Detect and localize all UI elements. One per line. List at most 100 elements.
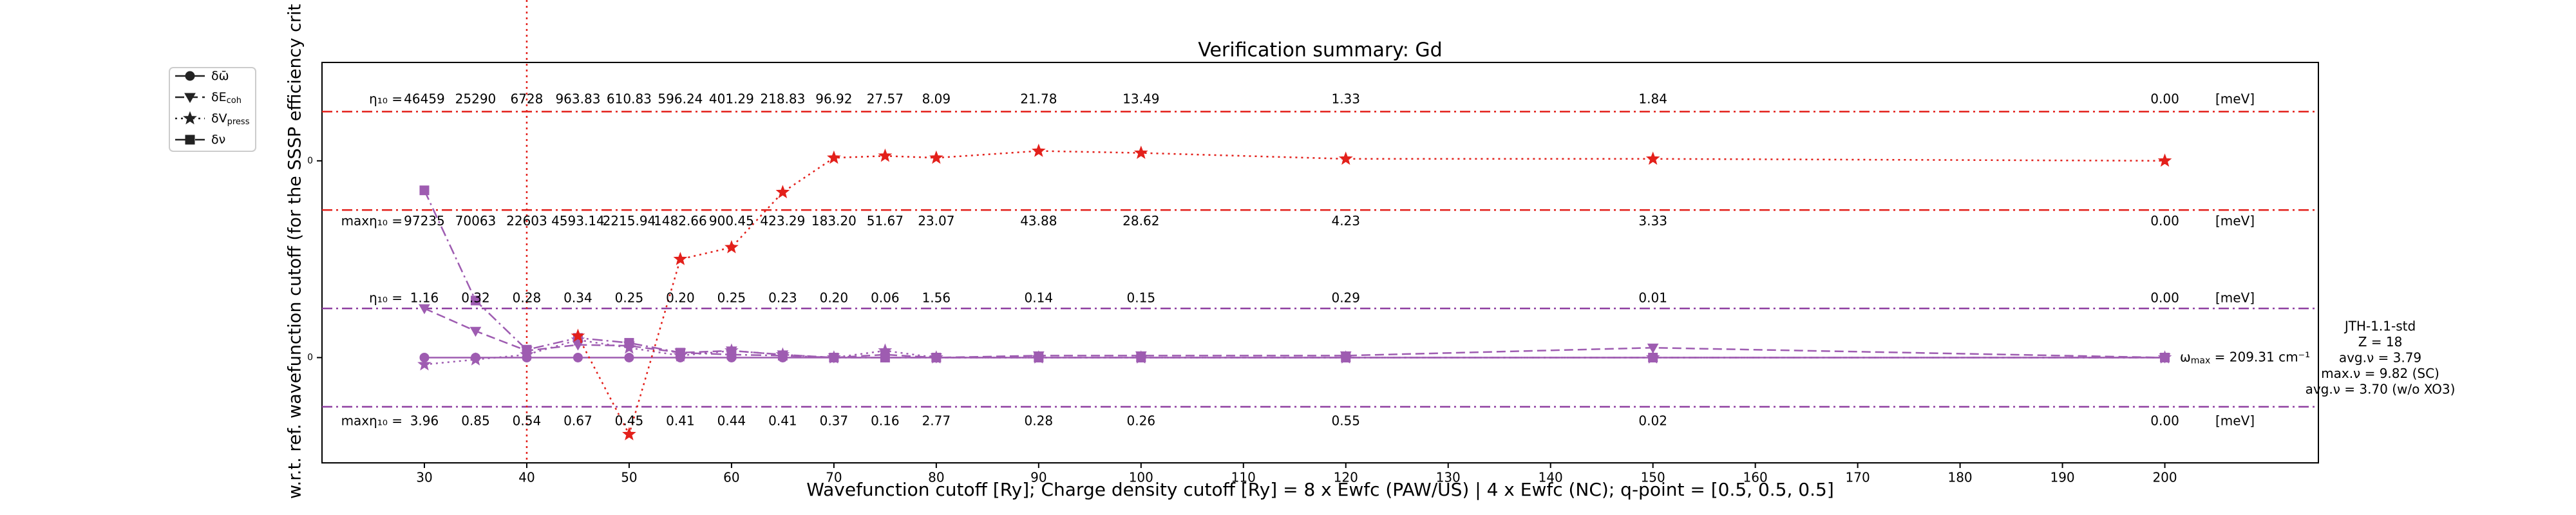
row-value: 51.67 [867,213,904,229]
marker [775,185,790,198]
marker [829,352,839,362]
row-value: 0.41 [768,413,797,428]
info-line: avg.ν = 3.79 [2339,350,2421,366]
legend-name: δν [211,133,225,147]
row-value: 0.85 [461,413,490,428]
x-tick-label: 90 [1030,470,1046,485]
x-tick-label: 70 [826,470,842,485]
row-value: 70063 [455,213,497,229]
x-tick-label: 150 [1641,470,1665,485]
info-line: JTH-1.1-std [2344,319,2416,334]
row-value: 3.96 [410,413,439,428]
y-tick-label: 0 [307,352,313,362]
row-value: 0.28 [1025,413,1054,428]
row-value: 4.23 [1331,213,1360,229]
y-axis-label: w.r.t. ref. wavefunction cutoff (for the… [285,4,305,499]
marker [419,304,430,315]
row-value: 2215.94 [603,213,656,229]
marker [1647,343,1659,354]
marker [624,352,634,362]
marker [1133,145,1148,159]
x-tick-label: 180 [1947,470,1972,485]
marker [1648,352,1658,362]
x-tick-label: 130 [1436,470,1461,485]
row-unit: [meV] [2215,413,2255,428]
row-value: 13.49 [1122,91,1159,107]
y-tick-label: 0 [307,156,313,166]
row-value: 0.00 [2150,213,2179,229]
legend-label: δVpress [211,111,250,127]
row-value: 0.01 [1638,290,1667,305]
x-tick-label: 160 [1743,470,1768,485]
x-tick-label: 60 [723,470,739,485]
row-label: maxη₁₀ = [341,413,402,428]
row-value: 0.14 [1025,290,1054,305]
legend-sub: coh [227,96,242,106]
row-value: 0.29 [1331,290,1360,305]
row-value: 596.24 [658,91,703,107]
x-tick-label: 200 [2152,470,2177,485]
row-value: 0.25 [615,290,644,305]
marker [1034,352,1044,362]
x-tick-label: 170 [1846,470,1870,485]
omega-symbol: ω [2180,349,2191,364]
omega-sub: max [2191,355,2211,366]
row-value: 963.83 [555,91,600,107]
legend-sub: press [227,117,250,127]
row-value: 23.07 [918,213,954,229]
marker [571,328,585,342]
row-label: maxη₁₀ = [341,213,402,229]
row-value: 28.62 [1122,213,1159,229]
row-value: 4593.14 [551,213,605,229]
marker [469,326,482,337]
info-line: avg.ν = 3.70 (w/o XO3) [2306,382,2456,397]
marker [470,295,480,306]
row-value: 900.45 [709,213,754,229]
row-value: 1.56 [922,290,951,305]
legend-marker [183,111,197,125]
row-value: 0.23 [768,290,797,305]
row-value: 401.29 [709,91,754,107]
row-value: 0.41 [666,413,695,428]
legend-label: δEcoh [211,90,242,106]
marker [1031,144,1046,157]
row-value: 43.88 [1020,213,1057,229]
row-value: 0.28 [513,290,542,305]
row-value: 0.55 [1331,413,1360,428]
x-tick-label: 190 [2050,470,2074,485]
row-value: 1.16 [410,290,439,305]
row-label: η₁₀ = [369,290,402,305]
row-value: 0.00 [2150,91,2179,107]
marker [1136,352,1146,362]
row-value: 3.33 [1638,213,1667,229]
legend-marker [184,93,196,104]
x-tick-label: 40 [518,470,535,485]
row-value: 6728 [510,91,543,107]
row-value: 8.09 [922,91,951,107]
row-value: 1.33 [1331,91,1360,107]
row-value: 0.15 [1127,290,1156,305]
row-value: 0.44 [717,413,746,428]
x-tick-label: 50 [621,470,637,485]
x-tick-label: 110 [1231,470,1256,485]
marker [522,344,532,355]
row-value: 27.57 [867,91,904,107]
row-value: 2.77 [922,413,951,428]
marker [2160,352,2170,362]
marker [827,150,841,164]
legend-name: δω̄ [211,69,229,83]
row-value: 0.02 [1638,413,1667,428]
row-value: 218.83 [760,91,805,107]
marker [726,350,737,360]
row-value: 0.37 [820,413,849,428]
row-value: 1.84 [1638,91,1667,107]
row-value: 1482.66 [654,213,707,229]
row-unit: [meV] [2215,290,2255,305]
marker [878,148,893,162]
x-tick-label: 120 [1334,470,1358,485]
row-value: 0.16 [871,413,900,428]
legend-name: δE [211,90,227,104]
marker [622,427,636,440]
row-value: 423.29 [760,213,805,229]
info-line: max.ν = 9.82 (SC) [2321,366,2439,381]
